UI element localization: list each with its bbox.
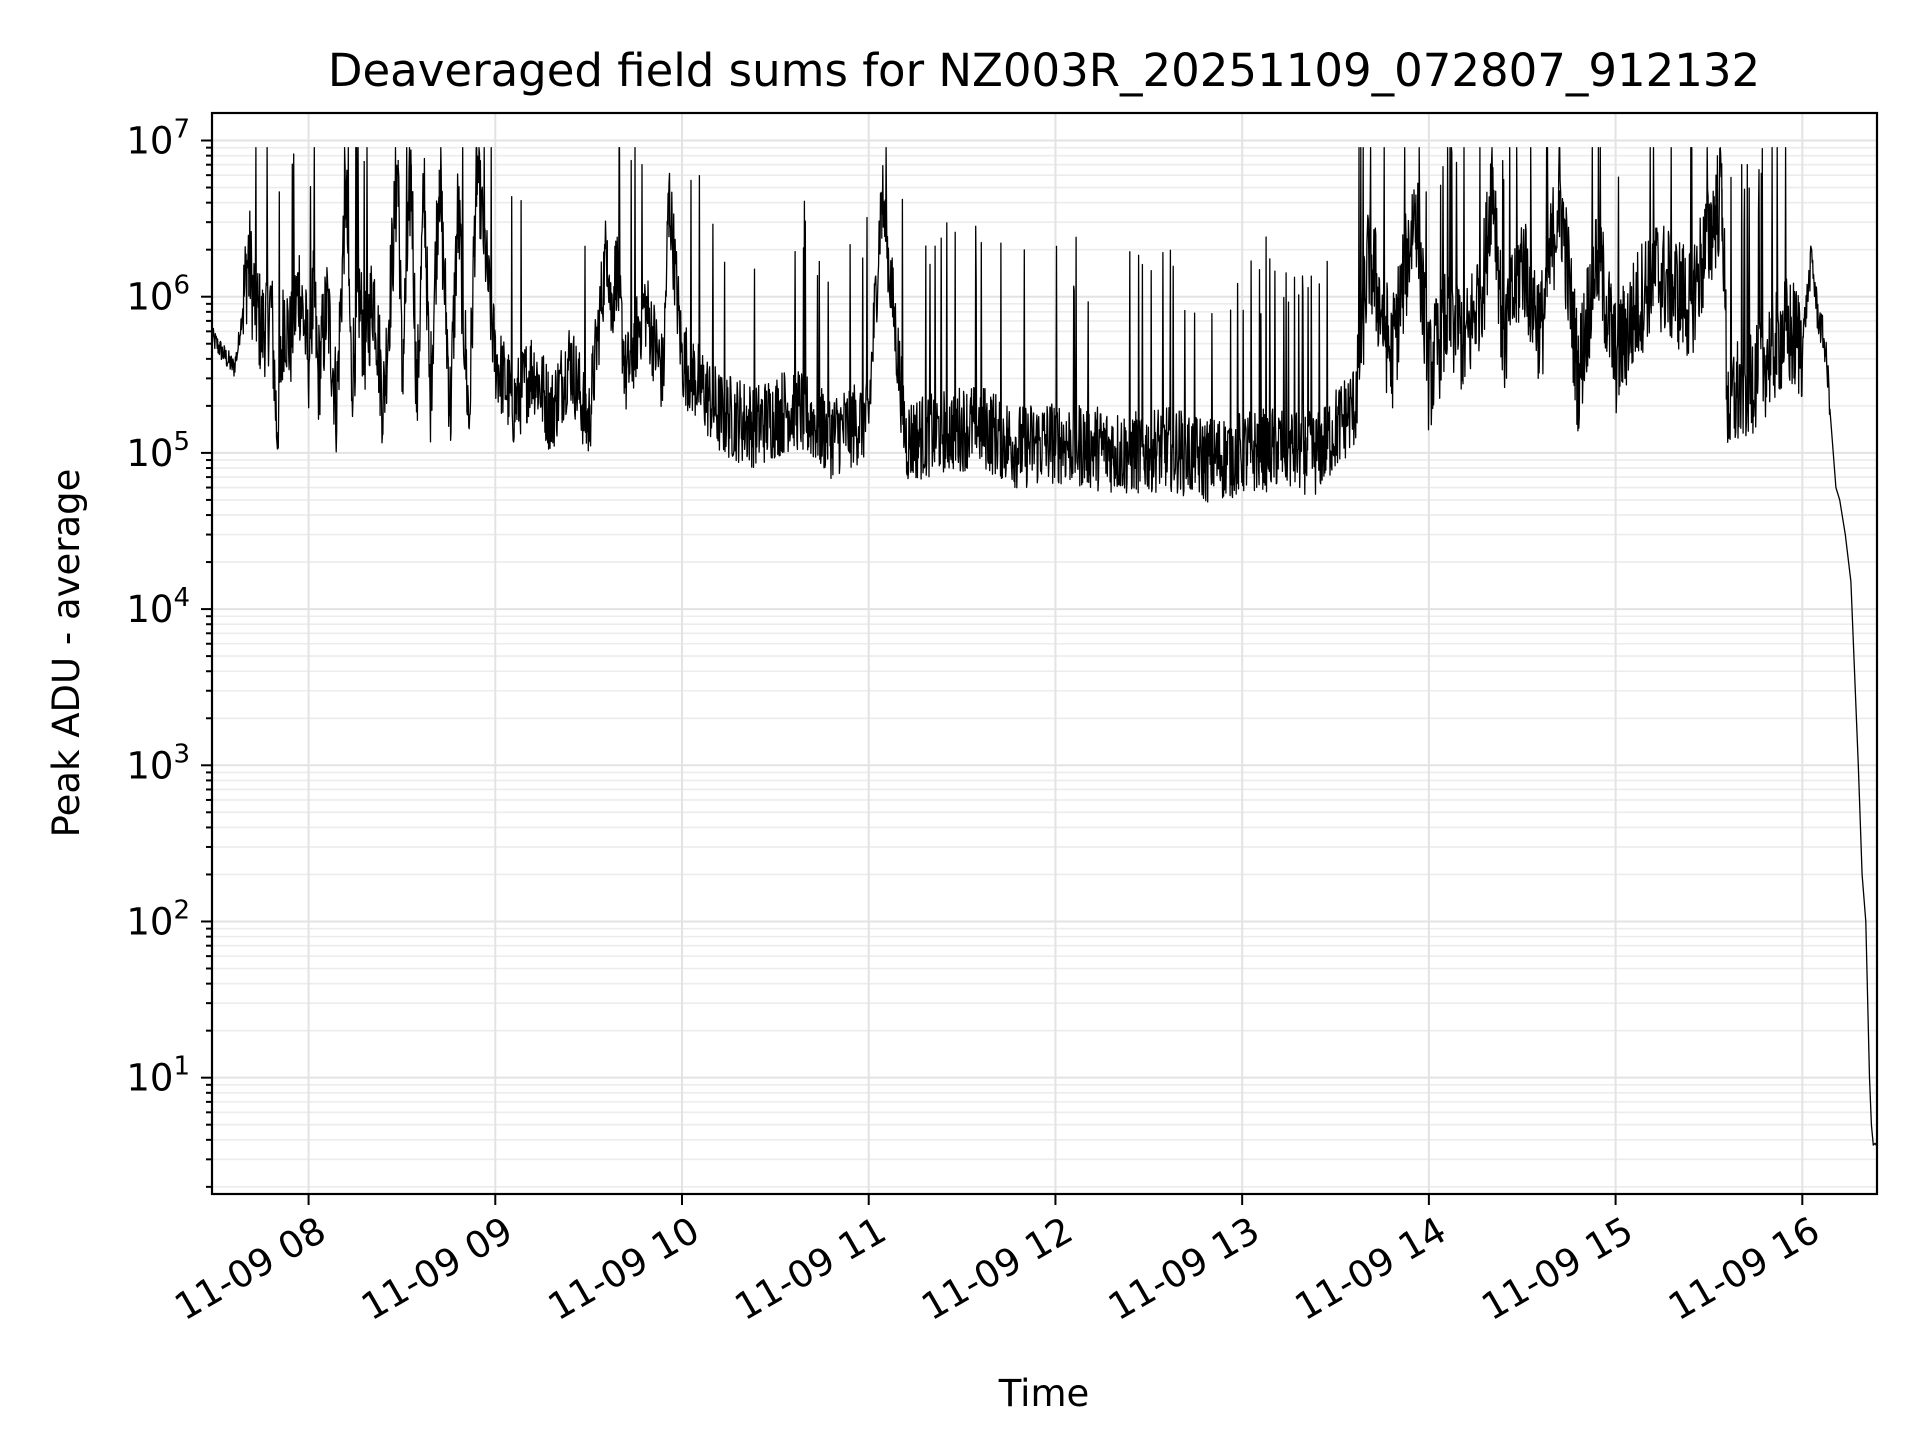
series-line <box>211 147 1877 1146</box>
plot-area <box>211 147 1877 1146</box>
y-axis-label: Peak ADU - average <box>45 469 88 838</box>
y-tick-label: 104 <box>126 583 190 631</box>
y-tick-label: 106 <box>126 271 190 319</box>
chart-title: Deaveraged field sums for NZ003R_2025110… <box>328 44 1760 97</box>
y-tick-label: 102 <box>126 895 190 943</box>
minor-grid <box>212 146 1877 1188</box>
y-tick-label: 101 <box>126 1052 190 1100</box>
y-tick-label: 103 <box>126 739 190 787</box>
y-tick-label: 105 <box>126 427 190 475</box>
axes-frame <box>210 111 1879 1196</box>
x-axis-label: Time <box>998 1372 1090 1415</box>
y-tick-label: 107 <box>126 115 190 163</box>
y-axis: 101 102 103 104 105 106 107 <box>126 115 212 1188</box>
